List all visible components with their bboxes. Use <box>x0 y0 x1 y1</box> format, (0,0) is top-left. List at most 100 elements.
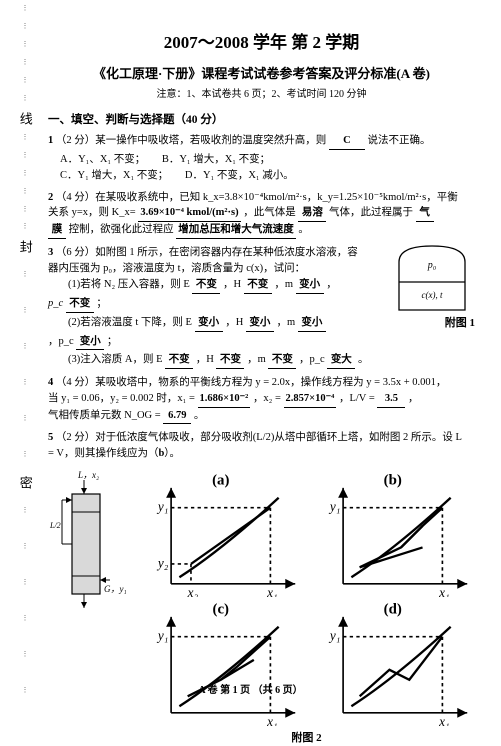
question-4: 4 （4 分）某吸收塔中，物系的平衡线方程为 y = 2.0x，操作线方程为 y… <box>48 375 475 424</box>
q3-line-pc2: ，p_c 变小 ； <box>48 334 475 351</box>
q3-s2d: ，p_c <box>48 336 74 347</box>
fig1-caption: 附图 1 <box>445 315 475 332</box>
binding-seg: 封 ⋮⋮⋮⋮⋮⋮ <box>15 236 35 472</box>
svg-text:L，x₂: L，x₂ <box>77 470 99 480</box>
binding-seg: 密 ⋮⋮⋮⋮⋮⋮ <box>15 472 35 708</box>
q4-l2d: ， <box>408 393 419 404</box>
q2-blank4: 增加总压和增大气流速度 <box>176 222 296 239</box>
q3-s1d: ， <box>326 279 337 290</box>
q3-sub2: (2)若溶液温度 t 下降，则 E 变小 ，H 变小 ，m 变小 附图 1 <box>48 315 475 332</box>
binding-char-2: 封 <box>15 236 35 257</box>
svg-text:(c): (c) <box>212 601 229 617</box>
binding-dots: ⋮⋮⋮⋮⋮⋮ <box>22 493 29 708</box>
figure-2-column-svg: L，x₂ L/2 G，y₁ <box>48 468 130 618</box>
page-subtitle: 《化工原理·下册》课程考试试卷参考答案及评分标准(A 卷) <box>48 64 475 84</box>
q1-number: 1 <box>48 135 53 146</box>
q3-b9: 不变 <box>165 352 193 369</box>
q2-number: 2 <box>48 192 53 203</box>
binding-dots: ⋮⋮⋮⋮⋮⋮ <box>22 257 29 472</box>
plot-row-2: (c) y₁ x₁ (d) y₁ x₁ <box>138 597 475 726</box>
page-title: 2007～2008 学年 第 2 学期 <box>48 30 475 56</box>
binding-char-1: 线 <box>15 108 35 129</box>
figure-1-svg: p₀ c(x), t <box>393 242 471 312</box>
q3-s3e: 。 <box>358 354 369 365</box>
question-2: 2 （4 分）在某吸收系统中，已知 k_x=3.8×10⁻⁴kmol/m²·s，… <box>48 190 475 239</box>
q2-l2b: ，此气体是 <box>243 207 296 218</box>
figure-2-plots: (a) y₁ y₂ x₂ x₁ (b) <box>138 468 475 746</box>
q3-l1: （6 分）如附图 1 所示，在密闭容器内存在某种低浓度水溶液，容 <box>56 247 358 258</box>
q4-number: 4 <box>48 377 53 388</box>
q3-s1a: (1)若将 N₂ 压入容器，则 E <box>68 279 190 290</box>
fig1-cx: c(x), t <box>422 290 443 300</box>
q3-s1e: p_c <box>48 298 63 309</box>
q3-b8: 变小 <box>76 334 104 351</box>
q2-blank3b: 膜 <box>48 222 66 239</box>
q4-l2a: 当 y₁ = 0.06，y₂ = 0.002 时，x₁ = <box>48 393 195 404</box>
q3-b6: 变小 <box>246 315 274 332</box>
exam-note: 注意：1、本试卷共 6 页；2、考试时间 120 分钟 <box>48 87 475 102</box>
fig1-p0: p₀ <box>427 260 437 271</box>
q3-s3a: (3)注入溶质 A，则 E <box>68 354 163 365</box>
q4-l2b: ，x₂ = <box>253 393 281 404</box>
q3-sub3: (3)注入溶质 A，则 E 不变 ，H 不变 ，m 不变 ，p_c 变大 。 <box>48 352 475 369</box>
binding-char-3: 密 <box>15 472 35 493</box>
q3-s3d: ，p_c <box>299 354 325 365</box>
question-3b: (2)若溶液温度 t 下降，则 E 变小 ，H 变小 ，m 变小 附图 1 <box>48 315 475 332</box>
question-1: 1 （2 分）某一操作中吸收塔，若吸收剂的温度突然升高，则 C 说法不正确。 A… <box>48 133 475 183</box>
q5-figure-row: L，x₂ L/2 G，y₁ (a) <box>48 468 475 746</box>
q5-l2a: = V，则其操作线应为（ <box>48 448 158 459</box>
q3-b5: 变小 <box>195 315 223 332</box>
question-5: 5 （2 分）对于低浓度气体吸收，部分吸收剂(L/2)从塔中部循环上塔，如附图 … <box>48 430 475 462</box>
q3-b11: 不变 <box>268 352 296 369</box>
svg-text:y₁: y₁ <box>156 628 168 643</box>
q3-s2c: ，m <box>277 317 296 328</box>
q4-l1: （4 分）某吸收塔中，物系的平衡线方程为 y = 2.0x，操作线方程为 y =… <box>56 377 447 388</box>
q3-s1f: ； <box>96 298 107 309</box>
svg-text:(b): (b) <box>383 472 401 488</box>
svg-text:y₂: y₂ <box>156 555 169 570</box>
section-heading: 一、填空、判断与选择题（40 分） <box>48 112 475 129</box>
q3-s3c: ，m <box>247 354 266 365</box>
plot-a: (a) y₁ y₂ x₂ x₁ <box>138 468 304 597</box>
q3-sub1: (1)若将 N₂ 压入容器，则 E 不变 ，H 不变 ，m 变小 ， <box>48 277 389 294</box>
q3-s2a: (2)若溶液温度 t 下降，则 E <box>68 317 192 328</box>
q2-l2c: 气体，此过程属于 <box>329 207 413 218</box>
q3-b3: 变小 <box>296 277 324 294</box>
q2-l1: （4 分）在某吸收系统中，已知 k_x=3.8×10⁻⁴kmol/m²·s，k_… <box>56 192 458 203</box>
q5-number: 5 <box>48 432 53 443</box>
svg-text:x₁: x₁ <box>438 585 449 597</box>
q1-blank: C <box>329 133 365 150</box>
q3-b4: 不变 <box>66 296 94 313</box>
q3-number: 3 <box>48 247 53 258</box>
q3-s1c: ，m <box>274 279 293 290</box>
q1-opt-b: B．Y₁ 增大，X₁ 不变； <box>162 152 270 168</box>
q4-l3a: 气相传质单元数 N_OG = <box>48 410 161 421</box>
q1-text-post: 说法不正确。 <box>368 135 431 146</box>
q2-l3c: 。 <box>298 224 309 235</box>
q2-blank3a: 气 <box>416 205 434 222</box>
q3-b12: 变大 <box>327 352 355 369</box>
binding-margin: ⋮⋮⋮⋮⋮⋮ 线 ⋮⋮⋮⋮⋮⋮ 封 ⋮⋮⋮⋮⋮⋮ 密 ⋮⋮⋮⋮⋮⋮ <box>10 0 40 708</box>
question-3c: (3)注入溶质 A，则 E 不变 ，H 不变 ，m 不变 ，p_c 变大 。 <box>48 352 475 369</box>
q5-l1: （2 分）对于低浓度气体吸收，部分吸收剂(L/2)从塔中部循环上塔，如附图 2 … <box>56 432 462 443</box>
svg-text:L/2: L/2 <box>49 521 61 530</box>
svg-text:x₂: x₂ <box>187 585 199 597</box>
q2-blank1: 3.69×10⁻⁴ kmol/(m²·s) <box>138 205 240 222</box>
svg-text:x₁: x₁ <box>266 585 277 597</box>
svg-text:y₁: y₁ <box>327 499 339 514</box>
binding-dots: ⋮⋮⋮⋮⋮⋮ <box>22 129 29 237</box>
q3-l2: 器内压强为 p₀，溶液温度为 t，溶质含量为 c(x)，试问： <box>48 263 305 274</box>
binding-dots: ⋮⋮⋮⋮⋮⋮ <box>22 0 29 108</box>
q4-b2: 2.857×10⁻⁴ <box>284 391 337 408</box>
svg-text:(d): (d) <box>383 601 401 617</box>
q3-b7: 变小 <box>298 315 326 332</box>
q1-opt-a: A．Y₁、X₁ 不变； <box>60 152 145 168</box>
q3-b2: 不变 <box>244 277 272 294</box>
q4-b1: 1.686×10⁻² <box>198 391 251 408</box>
fig2-caption: 附图 2 <box>138 730 475 746</box>
q4-l3b: 。 <box>194 410 205 421</box>
q5-l2b: ）。 <box>164 448 180 459</box>
q3-s3b: ，H <box>196 354 214 365</box>
binding-seg: ⋮⋮⋮⋮⋮⋮ 线 ⋮⋮⋮⋮⋮⋮ <box>15 0 35 236</box>
plot-row-1: (a) y₁ y₂ x₂ x₁ (b) <box>138 468 475 597</box>
